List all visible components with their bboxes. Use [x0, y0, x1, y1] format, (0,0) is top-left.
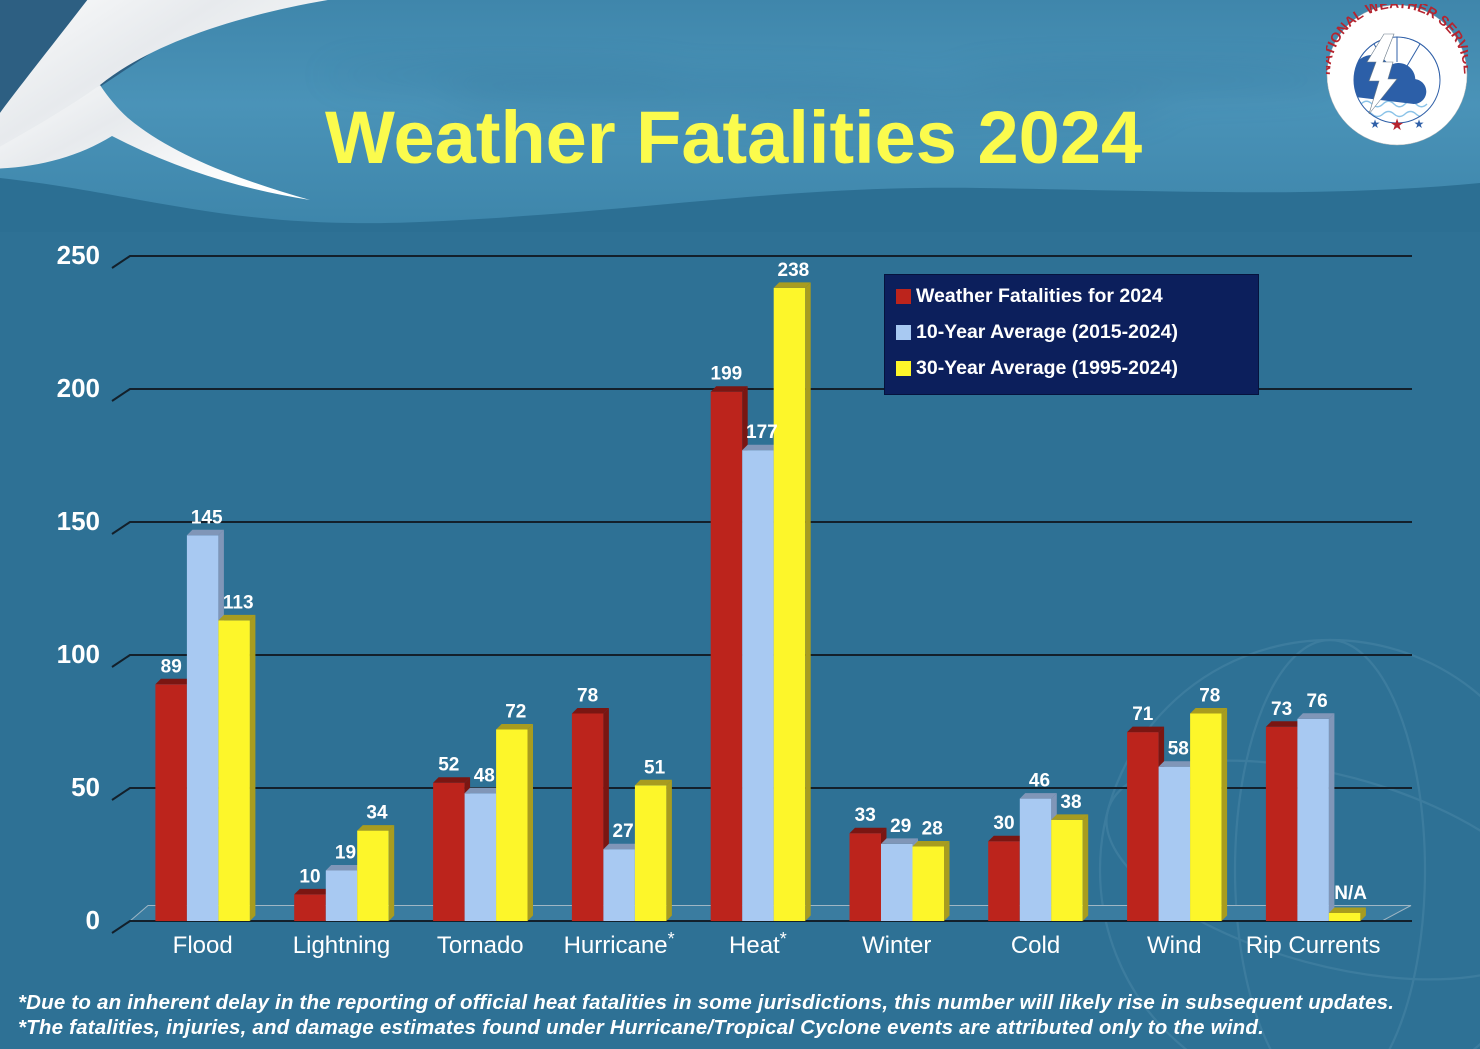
svg-text:Wind: Wind — [1147, 932, 1202, 959]
svg-text:27: 27 — [613, 821, 634, 842]
svg-text:150: 150 — [57, 506, 100, 536]
svg-text:71: 71 — [1132, 704, 1154, 725]
svg-text:Flood: Flood — [173, 932, 233, 959]
svg-text:Lightning: Lightning — [293, 932, 390, 959]
svg-text:250: 250 — [57, 240, 100, 270]
svg-text:48: 48 — [474, 765, 495, 786]
svg-text:200: 200 — [57, 373, 100, 403]
svg-text:52: 52 — [438, 755, 459, 776]
svg-text:238: 238 — [778, 260, 810, 281]
svg-text:10-Year Average (2015-2024): 10-Year Average (2015-2024) — [916, 321, 1178, 343]
svg-text:51: 51 — [644, 757, 666, 778]
svg-text:78: 78 — [1199, 686, 1220, 707]
svg-text:Rip Currents: Rip Currents — [1246, 932, 1381, 959]
svg-text:Cold: Cold — [1011, 932, 1060, 959]
svg-text:N/A: N/A — [1334, 883, 1367, 904]
svg-text:30-Year Average (1995-2024): 30-Year Average (1995-2024) — [916, 357, 1178, 379]
svg-text:76: 76 — [1307, 691, 1328, 712]
svg-text:0: 0 — [86, 905, 100, 935]
svg-text:34: 34 — [366, 803, 388, 824]
svg-text:30: 30 — [993, 813, 1014, 834]
svg-text:113: 113 — [223, 592, 254, 613]
svg-text:28: 28 — [922, 819, 943, 840]
svg-text:89: 89 — [161, 656, 182, 677]
svg-text:Heat*: Heat* — [729, 929, 787, 959]
svg-text:19: 19 — [335, 843, 356, 864]
svg-text:73: 73 — [1271, 699, 1292, 720]
svg-text:Winter: Winter — [862, 932, 931, 959]
svg-text:10: 10 — [299, 866, 320, 887]
svg-text:72: 72 — [505, 702, 526, 723]
svg-text:78: 78 — [577, 686, 598, 707]
svg-text:100: 100 — [57, 639, 100, 669]
svg-text:Tornado: Tornado — [437, 932, 524, 959]
svg-text:177: 177 — [746, 422, 778, 443]
svg-text:Hurricane*: Hurricane* — [564, 929, 675, 959]
svg-text:199: 199 — [711, 364, 743, 385]
svg-text:33: 33 — [855, 805, 876, 826]
svg-text:Weather Fatalities for 2024: Weather Fatalities for 2024 — [916, 285, 1163, 307]
svg-text:58: 58 — [1168, 739, 1189, 760]
svg-text:38: 38 — [1060, 792, 1081, 813]
svg-text:29: 29 — [890, 816, 911, 837]
svg-text:46: 46 — [1029, 771, 1050, 792]
svg-text:50: 50 — [71, 772, 100, 802]
svg-text:145: 145 — [191, 507, 223, 528]
